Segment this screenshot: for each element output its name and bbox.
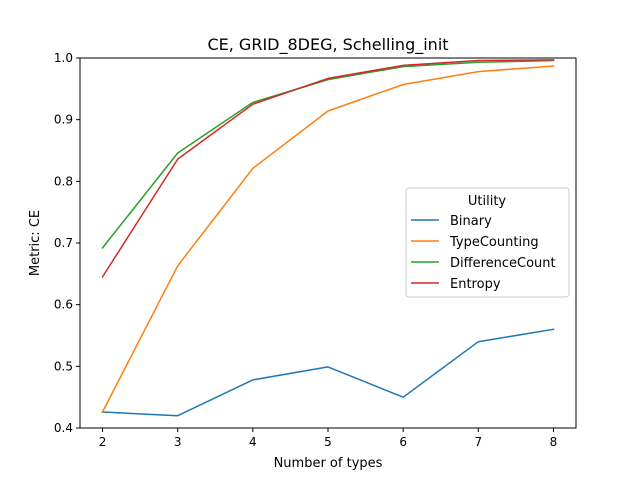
x-tick-label: 2 [99, 435, 107, 449]
y-tick-label: 0.7 [54, 236, 73, 250]
legend-box [405, 187, 570, 298]
x-tick-label: 3 [174, 435, 182, 449]
x-tick-label: 5 [324, 435, 332, 449]
series-lines [101, 59, 555, 417]
legend-label-differencecount: DifferenceCount [450, 256, 556, 271]
x-axis-label: Number of types [274, 456, 383, 471]
x-tick-label: 7 [474, 435, 482, 449]
legend-label-binary: Binary [450, 214, 492, 229]
x-tick-label: 6 [399, 435, 407, 449]
y-tick-label: 0.4 [54, 421, 73, 435]
legend-title: Utility [468, 194, 507, 209]
legend: Utility Binary TypeCounting DifferenceCoun… [405, 187, 570, 298]
legend-label-typecounting: TypeCounting [449, 235, 539, 250]
series-line-binary [101, 328, 555, 417]
legend-label-entropy: Entropy [450, 277, 501, 292]
series-line-typecounting [101, 65, 555, 414]
x-axis-ticks: 2 3 4 5 6 7 8 [99, 428, 558, 449]
y-tick-label: 0.8 [54, 174, 73, 188]
x-tick-label: 4 [249, 435, 257, 449]
x-tick-label: 8 [550, 435, 558, 449]
series-line-entropy [101, 59, 555, 278]
series-line-differencecount [101, 59, 555, 249]
y-axis-label: Metric: CE [28, 210, 43, 276]
y-tick-label: 0.9 [54, 113, 73, 127]
y-tick-label: 0.5 [54, 359, 73, 373]
y-tick-label: 1.0 [54, 51, 73, 65]
chart-title: CE, GRID_8DEG, Schelling_init [207, 35, 448, 55]
legend-items: Binary TypeCounting DifferenceCount Entropy [411, 214, 556, 292]
y-tick-label: 0.6 [54, 298, 73, 312]
y-axis-ticks: 0.4 0.5 0.6 0.7 0.8 0.9 1.0 [54, 51, 80, 435]
